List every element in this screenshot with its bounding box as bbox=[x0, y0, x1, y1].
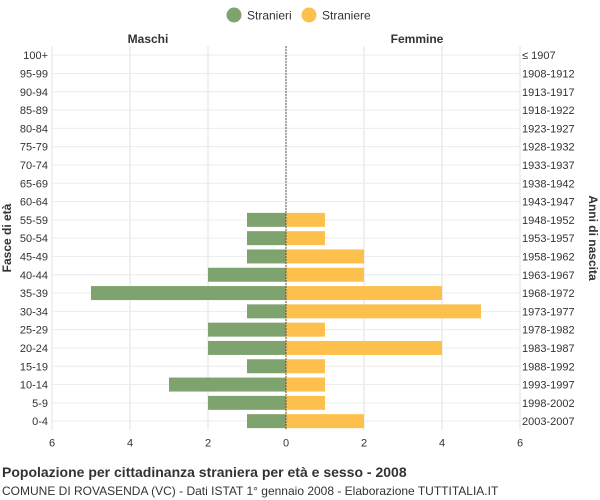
birth-year-label: 1943-1947 bbox=[522, 197, 575, 209]
x-tick-label: 2 bbox=[361, 437, 367, 449]
age-group-label: 55-59 bbox=[20, 215, 48, 227]
age-group-label: 30-34 bbox=[20, 306, 48, 318]
chart-subtitle: COMUNE DI ROVASENDA (VC) - Dati ISTAT 1°… bbox=[2, 484, 499, 498]
birth-year-labels: ≤ 1907 1908-1912 1913-1917 1918-1922 1923-19… bbox=[522, 50, 575, 428]
age-group-label: 35-39 bbox=[20, 288, 48, 300]
x-tick-labels: 6 4 2 0 2 4 6 bbox=[49, 437, 523, 449]
age-group-label: 85-89 bbox=[20, 105, 48, 117]
birth-year-label: 1968-1972 bbox=[522, 288, 575, 300]
bars bbox=[91, 212, 481, 429]
bar-male bbox=[247, 231, 286, 246]
birth-year-label: 1908-1912 bbox=[522, 68, 575, 80]
legend-label-stranieri: Stranieri bbox=[247, 9, 292, 23]
age-group-label: 75-79 bbox=[20, 142, 48, 154]
x-tick-label: 2 bbox=[205, 437, 211, 449]
age-group-label: 80-84 bbox=[20, 123, 48, 135]
birth-year-label: ≤ 1907 bbox=[522, 50, 556, 62]
birth-year-label: 1978-1982 bbox=[522, 325, 575, 337]
birth-year-label: 1918-1922 bbox=[522, 105, 575, 117]
bar-female bbox=[286, 286, 442, 301]
age-group-label: 65-69 bbox=[20, 178, 48, 190]
bar-female bbox=[286, 359, 325, 374]
y-axis-label-right: Anni di nascita bbox=[586, 195, 600, 281]
females-header: Femmine bbox=[391, 32, 444, 46]
age-group-labels: 100+ 95-99 90-94 85-89 80-84 75-79 70-74 65-69 6… bbox=[20, 50, 48, 428]
legend-swatch-stranieri bbox=[226, 7, 242, 23]
bar-male bbox=[91, 286, 286, 301]
bar-female bbox=[286, 267, 364, 282]
legend-swatch-straniere bbox=[301, 7, 317, 23]
bar-female bbox=[286, 322, 325, 337]
age-group-label: 10-14 bbox=[20, 380, 48, 392]
chart-title: Popolazione per cittadinanza straniera p… bbox=[2, 464, 407, 480]
age-group-label: 70-74 bbox=[20, 160, 48, 172]
birth-year-label: 1993-1997 bbox=[522, 380, 575, 392]
birth-year-label: 1923-1927 bbox=[522, 123, 575, 135]
x-tick-label: 4 bbox=[127, 437, 133, 449]
bar-female bbox=[286, 340, 442, 355]
age-group-label: 0-4 bbox=[32, 416, 48, 428]
bar-female bbox=[286, 414, 364, 429]
age-group-label: 60-64 bbox=[20, 197, 48, 209]
bar-male bbox=[208, 340, 286, 355]
bar-female bbox=[286, 249, 364, 264]
y-axis-label-left: Fasce di età bbox=[0, 203, 14, 272]
bar-male bbox=[247, 304, 286, 319]
legend: Stranieri Straniere bbox=[226, 7, 371, 23]
bar-female bbox=[286, 212, 325, 227]
bar-male bbox=[247, 359, 286, 374]
birth-year-label: 1953-1957 bbox=[522, 233, 575, 245]
birth-year-label: 1958-1962 bbox=[522, 251, 575, 263]
legend-label-straniere: Straniere bbox=[322, 9, 371, 23]
x-tick-label: 0 bbox=[283, 437, 289, 449]
bar-male bbox=[247, 249, 286, 264]
bar-male bbox=[247, 212, 286, 227]
birth-year-label: 2003-2007 bbox=[522, 416, 575, 428]
bar-male bbox=[208, 395, 286, 410]
birth-year-label: 1983-1987 bbox=[522, 343, 575, 355]
age-group-label: 5-9 bbox=[32, 398, 48, 410]
age-group-label: 40-44 bbox=[20, 270, 48, 282]
age-group-label: 100+ bbox=[23, 50, 48, 62]
bar-female bbox=[286, 304, 481, 319]
age-group-label: 50-54 bbox=[20, 233, 48, 245]
birth-year-label: 1948-1952 bbox=[522, 215, 575, 227]
age-group-label: 90-94 bbox=[20, 87, 48, 99]
x-tick-label: 4 bbox=[439, 437, 445, 449]
age-group-label: 25-29 bbox=[20, 325, 48, 337]
age-group-label: 95-99 bbox=[20, 68, 48, 80]
bar-male bbox=[169, 377, 286, 392]
bar-male bbox=[247, 414, 286, 429]
bar-male bbox=[208, 322, 286, 337]
males-header: Maschi bbox=[128, 32, 169, 46]
bar-female bbox=[286, 377, 325, 392]
birth-year-label: 1933-1937 bbox=[522, 160, 575, 172]
birth-year-label: 1928-1932 bbox=[522, 142, 575, 154]
birth-year-label: 1998-2002 bbox=[522, 398, 575, 410]
birth-year-label: 1963-1967 bbox=[522, 270, 575, 282]
birth-year-label: 1938-1942 bbox=[522, 178, 575, 190]
birth-year-label: 1973-1977 bbox=[522, 306, 575, 318]
x-tick-label: 6 bbox=[517, 437, 523, 449]
age-group-label: 15-19 bbox=[20, 361, 48, 373]
age-group-label: 45-49 bbox=[20, 251, 48, 263]
bar-female bbox=[286, 231, 325, 246]
birth-year-label: 1913-1917 bbox=[522, 87, 575, 99]
age-group-label: 20-24 bbox=[20, 343, 48, 355]
x-tick-label: 6 bbox=[49, 437, 55, 449]
bar-female bbox=[286, 395, 325, 410]
bar-male bbox=[208, 267, 286, 282]
birth-year-label: 1988-1992 bbox=[522, 361, 575, 373]
